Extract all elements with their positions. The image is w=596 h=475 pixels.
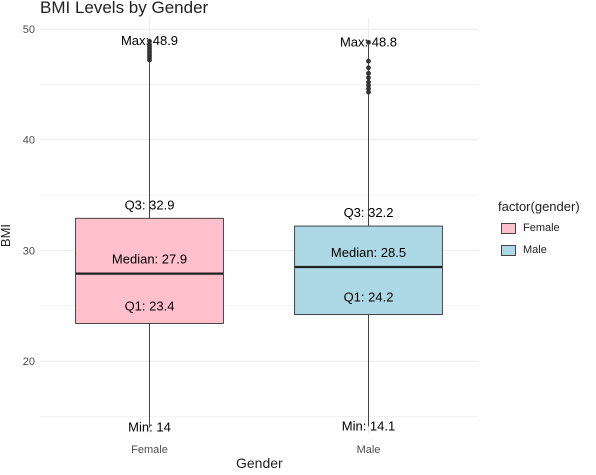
outlier-point-male xyxy=(366,75,371,81)
y-axis-label: BMI xyxy=(0,223,14,248)
outlier-point-male xyxy=(366,89,371,95)
median-label-female: Median: 27.9 xyxy=(112,252,187,267)
chart-title: BMI Levels by Gender xyxy=(40,0,209,17)
q1-label-male: Q1: 24.2 xyxy=(344,290,394,305)
legend-item-female: Female xyxy=(498,220,580,236)
outlier-point-male xyxy=(366,39,371,45)
median-label-male: Median: 28.5 xyxy=(331,245,406,260)
y-tick-label: 30 xyxy=(23,245,35,257)
max-label-male: Max: 48.8 xyxy=(340,34,397,49)
x-axis-label: Gender xyxy=(236,455,283,471)
outlier-point-male xyxy=(366,70,371,76)
legend-item-male: Male xyxy=(498,242,580,258)
outlier-point-male xyxy=(366,58,371,64)
y-tick-label: 20 xyxy=(23,356,35,368)
x-tick-label: Male xyxy=(357,444,381,456)
min-label-female: Min: 14 xyxy=(128,419,171,434)
legend-key-male xyxy=(501,244,516,256)
outlier-point-male xyxy=(366,79,371,85)
box-male xyxy=(294,225,443,316)
q1-label-female: Q1: 23.4 xyxy=(125,298,175,313)
outlier-point-male xyxy=(366,83,371,88)
legend: factor(gender) Female Male xyxy=(498,199,580,258)
q3-label-female: Q3: 32.9 xyxy=(125,197,175,212)
max-label-female: Max: 48.9 xyxy=(121,33,178,48)
q3-label-male: Q3: 32.2 xyxy=(344,205,394,220)
outlier-point-female xyxy=(147,42,152,47)
outlier-point-female xyxy=(147,38,152,44)
legend-title: factor(gender) xyxy=(498,199,580,214)
box-female xyxy=(75,217,224,324)
outlier-point-male xyxy=(366,65,371,71)
y-tick-label: 50 xyxy=(23,24,35,36)
legend-label-female: Female xyxy=(523,222,560,234)
y-tick-label: 40 xyxy=(23,135,35,147)
legend-key-female xyxy=(501,222,516,234)
min-label-male: Min: 14.1 xyxy=(342,418,395,433)
legend-label-male: Male xyxy=(523,244,547,256)
x-tick-label: Female xyxy=(131,444,168,456)
outlier-point-male xyxy=(366,86,371,92)
